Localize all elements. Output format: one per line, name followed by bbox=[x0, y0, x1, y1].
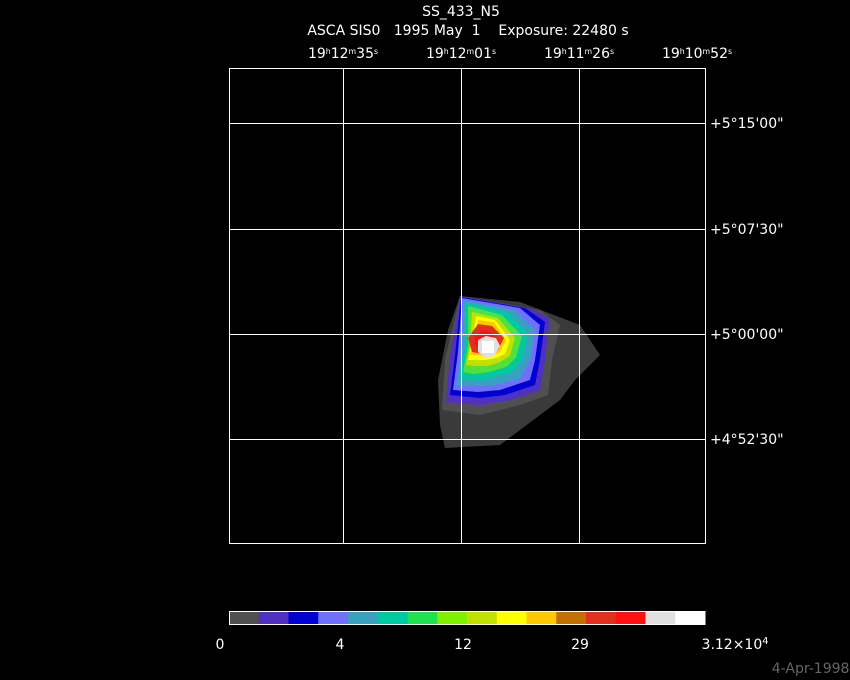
colorbar-segment bbox=[675, 611, 706, 625]
label-part: 3.12×10 bbox=[702, 637, 763, 653]
label-part: m bbox=[349, 47, 357, 56]
colorbar-segment bbox=[318, 611, 349, 625]
image bbox=[438, 296, 600, 448]
label-part: 12 bbox=[331, 46, 349, 62]
label-part: h bbox=[444, 47, 449, 56]
coordinate-grid bbox=[229, 68, 706, 544]
dec-label: +5°15'00" bbox=[710, 116, 784, 132]
label-part: 19 bbox=[544, 46, 562, 62]
ra-label: 19h11m26s bbox=[544, 46, 614, 62]
label-part: h bbox=[326, 47, 331, 56]
colorbar-segment bbox=[526, 611, 557, 625]
colorbar-segment bbox=[496, 611, 527, 625]
dec-label: +4°52'30" bbox=[710, 432, 784, 448]
label-part: 0 bbox=[216, 637, 225, 653]
label-part: 4 bbox=[762, 636, 768, 647]
label-part: s bbox=[492, 47, 496, 56]
colorbar-segment bbox=[229, 611, 260, 625]
label-part: m bbox=[467, 47, 475, 56]
label-part: 52 bbox=[710, 46, 728, 62]
ra-label: 19h12m35s bbox=[308, 46, 378, 62]
colorbar-label: 29 bbox=[571, 637, 589, 653]
label-part: 4 bbox=[336, 637, 345, 653]
label-part: 12 bbox=[454, 637, 472, 653]
label-part: 26 bbox=[592, 46, 610, 62]
colorbar-segment bbox=[258, 611, 289, 625]
label-part: 12 bbox=[449, 46, 467, 62]
colorbar-segment bbox=[615, 611, 646, 625]
label-part: h bbox=[680, 47, 685, 56]
colorbar-segment bbox=[348, 611, 379, 625]
label-part: m bbox=[703, 47, 711, 56]
label-part: s bbox=[374, 47, 378, 56]
colorbar-segment bbox=[556, 611, 587, 625]
subtitle: ASCA SIS0 1995 May 1 Exposure: 22480 s bbox=[307, 23, 628, 39]
colorbar-label: 0 bbox=[216, 637, 225, 653]
label-part: 10 bbox=[685, 46, 703, 62]
colorbar-label: 4 bbox=[336, 637, 345, 653]
colorbar-segment bbox=[407, 611, 438, 625]
label-part: 11 bbox=[567, 46, 585, 62]
colorbar-segment bbox=[377, 611, 408, 625]
colorbar-segment bbox=[586, 611, 617, 625]
colorbar-label: 12 bbox=[454, 637, 472, 653]
label-part: 19 bbox=[426, 46, 444, 62]
colorbar-segment bbox=[645, 611, 676, 625]
colorbar-segment bbox=[288, 611, 319, 625]
ra-label: 19h10m52s bbox=[662, 46, 732, 62]
colorbar-frame bbox=[229, 611, 705, 625]
dec-label: +5°07'30" bbox=[710, 222, 784, 238]
label-part: 19 bbox=[662, 46, 680, 62]
colorbar-segment bbox=[437, 611, 468, 625]
label-part: s bbox=[610, 47, 614, 56]
label-part: 29 bbox=[571, 637, 589, 653]
title: SS_433_N5 bbox=[422, 4, 500, 20]
timestamp: 4-Apr-1998 14:39 bbox=[772, 661, 850, 677]
colorbar-segment bbox=[467, 611, 498, 625]
dec-label: +5°00'00" bbox=[710, 327, 784, 343]
colorbar-label: 3.12×104 bbox=[702, 636, 769, 654]
label-part: 35 bbox=[356, 46, 374, 62]
label-part: s bbox=[728, 47, 732, 56]
ra-label: 19h12m01s bbox=[426, 46, 496, 62]
label-part: h bbox=[562, 47, 567, 56]
label-part: 19 bbox=[308, 46, 326, 62]
label-part: 01 bbox=[474, 46, 492, 62]
label-part: m bbox=[585, 47, 593, 56]
